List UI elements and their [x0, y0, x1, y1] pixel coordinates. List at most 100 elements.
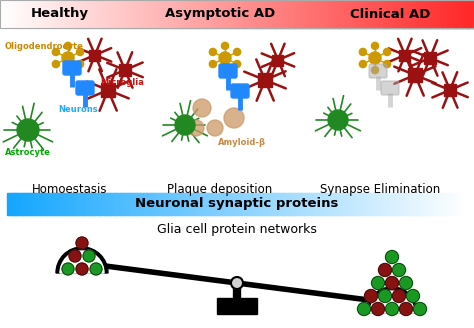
Bar — [38, 0, 41, 28]
Circle shape — [221, 67, 228, 74]
Bar — [140, 0, 143, 28]
Bar — [334, 193, 337, 215]
Bar — [377, 0, 380, 28]
FancyBboxPatch shape — [273, 54, 283, 66]
Bar — [341, 0, 345, 28]
Circle shape — [379, 263, 392, 277]
Bar — [200, 193, 203, 215]
Bar — [359, 193, 362, 215]
Bar — [150, 193, 153, 215]
Circle shape — [372, 42, 379, 50]
Bar — [351, 0, 354, 28]
Bar — [99, 193, 102, 215]
Circle shape — [231, 277, 243, 289]
Bar — [401, 0, 404, 28]
Circle shape — [365, 290, 377, 302]
Bar — [17, 0, 20, 28]
Bar — [199, 0, 202, 28]
Bar — [62, 193, 65, 215]
Bar — [131, 193, 135, 215]
Circle shape — [64, 67, 72, 74]
Bar — [219, 193, 222, 215]
Circle shape — [379, 290, 392, 302]
Bar — [451, 193, 454, 215]
Bar — [78, 193, 82, 215]
Bar — [114, 0, 117, 28]
Bar — [156, 193, 160, 215]
Bar — [218, 0, 221, 28]
Bar — [460, 193, 464, 215]
Bar — [11, 193, 15, 215]
Bar — [360, 0, 364, 28]
Bar — [83, 0, 86, 28]
Bar — [30, 193, 33, 215]
Bar — [206, 0, 210, 28]
Bar — [182, 193, 185, 215]
Bar — [403, 0, 406, 28]
Circle shape — [392, 263, 405, 277]
Bar — [217, 298, 257, 314]
Circle shape — [357, 302, 371, 316]
Bar — [21, 193, 24, 215]
Bar — [290, 193, 293, 215]
Bar — [372, 0, 375, 28]
Bar — [0, 0, 474, 28]
Circle shape — [83, 250, 95, 262]
Bar — [253, 193, 256, 215]
Circle shape — [385, 302, 399, 316]
FancyBboxPatch shape — [90, 50, 100, 60]
Bar — [189, 193, 192, 215]
Bar — [322, 193, 325, 215]
Bar — [318, 193, 321, 215]
Bar — [223, 0, 226, 28]
Bar — [35, 193, 38, 215]
Bar — [366, 193, 369, 215]
Bar — [210, 193, 213, 215]
Bar — [109, 0, 112, 28]
Bar — [122, 193, 125, 215]
Bar — [88, 193, 91, 215]
Bar — [419, 0, 423, 28]
Bar — [416, 193, 419, 215]
Bar — [33, 0, 36, 28]
Bar — [251, 193, 254, 215]
Text: Homoestasis: Homoestasis — [32, 183, 108, 196]
Circle shape — [52, 60, 59, 68]
Bar — [436, 0, 439, 28]
Bar — [277, 0, 281, 28]
Bar — [444, 193, 447, 215]
Bar — [465, 0, 468, 28]
Bar — [242, 0, 245, 28]
Bar — [262, 193, 265, 215]
Bar — [313, 193, 316, 215]
Bar — [282, 0, 285, 28]
Bar — [175, 193, 178, 215]
Bar — [306, 0, 309, 28]
Bar — [382, 193, 385, 215]
Circle shape — [193, 99, 211, 117]
Text: Clinical AD: Clinical AD — [350, 8, 430, 20]
FancyBboxPatch shape — [381, 81, 399, 95]
Bar — [294, 0, 297, 28]
Bar — [58, 193, 61, 215]
Bar — [337, 0, 340, 28]
Bar — [18, 193, 22, 215]
Bar — [453, 0, 456, 28]
Bar — [329, 0, 333, 28]
Circle shape — [372, 277, 384, 290]
Bar — [201, 0, 205, 28]
Bar — [361, 193, 365, 215]
Bar — [289, 0, 292, 28]
Bar — [288, 193, 291, 215]
Bar — [92, 193, 95, 215]
Bar — [107, 0, 110, 28]
Circle shape — [62, 263, 74, 275]
Bar — [126, 0, 129, 28]
Bar — [258, 193, 261, 215]
Bar — [379, 0, 383, 28]
Bar — [161, 193, 164, 215]
Wedge shape — [56, 247, 108, 273]
Bar — [386, 193, 390, 215]
Bar — [90, 193, 93, 215]
Bar — [85, 193, 89, 215]
